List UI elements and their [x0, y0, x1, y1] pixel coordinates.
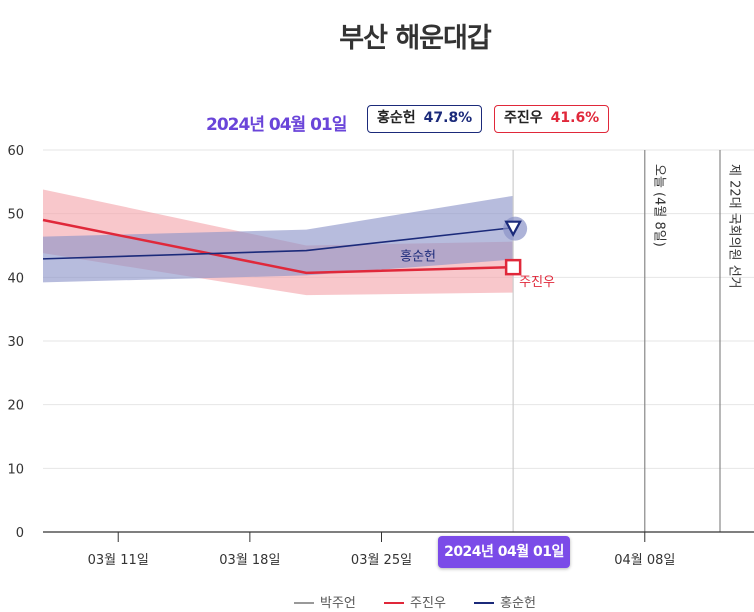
y-tick-label-0: 0 — [16, 526, 24, 541]
hover-date-label: 2024년 04월 01일 — [206, 115, 347, 135]
y-tick-label-5: 50 — [7, 208, 24, 223]
legend-swatch-0 — [294, 601, 315, 604]
series-end-label-1: 주진우 — [519, 275, 555, 290]
tooltip-candidate-b-value: 41.6% — [550, 110, 600, 126]
legend-item-0[interactable]: 박주언 — [294, 592, 356, 611]
confidence-bands — [43, 189, 514, 296]
y-tick-label-1: 10 — [7, 462, 24, 477]
legend-item-2[interactable]: 홍순헌 — [474, 592, 536, 611]
tooltip-candidate-a-value: 47.8% — [423, 110, 473, 126]
tooltip-candidate-b-name: 주진우 — [504, 110, 543, 126]
y-tick-label-4: 40 — [7, 271, 24, 286]
y-tick-label-3: 30 — [7, 335, 24, 350]
legend-label-0: 박주언 — [320, 596, 356, 611]
axes: 0 10 20 30 40 50 60 03월 11일 03월 18일 03월 25일 04월 08… — [7, 144, 754, 568]
tooltip-candidate-b: 주진우 41.6% — [494, 105, 610, 133]
legend-label-2: 홍순헌 — [500, 596, 536, 611]
series-end-label-2: 홍순헌 — [400, 250, 436, 265]
legend: 박주언 주진우 홍순헌 — [0, 592, 754, 611]
x-hover-date-badge: 2024년 04월 01일 — [438, 536, 570, 568]
confidence-band-2 — [43, 195, 514, 283]
series-line-2 — [42, 226, 514, 260]
tooltip-candidate-a-name: 홍순헌 — [377, 110, 416, 126]
legend-item-1[interactable]: 주진우 — [384, 592, 446, 611]
legend-swatch-1 — [384, 601, 405, 604]
series-end-marker-2 — [504, 220, 522, 237]
vertical-marker-label-2: 제 22대 국회의원 선거 — [727, 164, 742, 289]
grid-lines — [43, 149, 754, 469]
x-tick-label-3: 04월 08일 — [614, 553, 675, 568]
vertical-markers: 오늘 (4월 8일) 제 22대 국회의원 선거 — [512, 150, 742, 532]
y-tick-label-6: 60 — [7, 144, 24, 159]
legend-label-1: 주진우 — [410, 596, 446, 611]
chart-title: 부산 해운대갑 — [339, 23, 491, 54]
x-tick-label-0: 03월 11일 — [88, 553, 149, 568]
series-lines: 주진우 홍순헌 — [42, 216, 555, 290]
series-line-1 — [42, 218, 514, 275]
x-tick-label-1: 03월 18일 — [219, 553, 280, 568]
series-end-marker-1 — [504, 258, 522, 276]
tooltip-candidate-a: 홍순헌 47.8% — [367, 105, 483, 133]
y-tick-label-2: 20 — [7, 399, 24, 414]
vertical-marker-label-1: 오늘 (4월 8일) — [651, 164, 666, 247]
legend-swatch-2 — [474, 601, 495, 604]
x-tick-label-2: 03월 25일 — [351, 553, 412, 568]
